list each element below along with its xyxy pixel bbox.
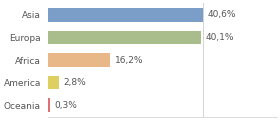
Bar bbox=[48, 76, 59, 89]
Text: 40,6%: 40,6% bbox=[207, 10, 236, 19]
Text: 40,1%: 40,1% bbox=[206, 33, 234, 42]
Bar bbox=[48, 53, 110, 67]
Bar bbox=[48, 98, 50, 112]
Text: 0,3%: 0,3% bbox=[54, 101, 77, 110]
Bar bbox=[48, 8, 203, 22]
Text: 16,2%: 16,2% bbox=[115, 55, 143, 65]
Text: 2,8%: 2,8% bbox=[64, 78, 87, 87]
Bar bbox=[48, 31, 201, 44]
